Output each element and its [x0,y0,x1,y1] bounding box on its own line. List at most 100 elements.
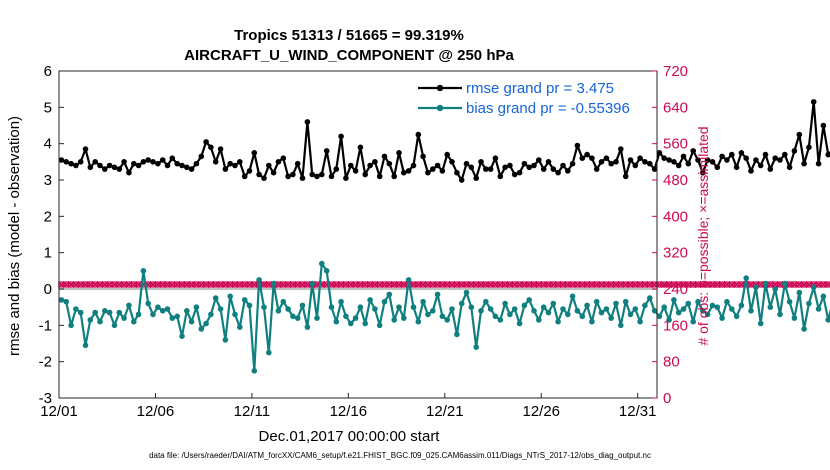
bias-point [290,313,296,320]
rmse-point [714,164,721,171]
rmse-point [478,159,484,165]
legend-rmse-label: rmse grand pr = 3.475 [466,80,614,97]
bias-point [526,297,532,303]
rmse-point [367,162,373,169]
rmse-point [376,173,383,180]
rmse-point [299,175,306,181]
bias-point [159,308,166,314]
rmse-point [753,157,759,163]
bias-point [675,309,682,316]
rmse-point [275,159,282,165]
rmse-point [164,162,171,169]
y2-tick-label: 80 [663,354,680,371]
rmse-point [198,153,205,160]
chart-title-line2: AIRCRAFT_U_WIND_COMPONENT @ 250 hPa [184,47,514,64]
bias-point [729,306,735,312]
bias-point [343,313,349,320]
bias-point [116,309,123,316]
bias-point [810,284,817,291]
bias-point [733,313,740,320]
rmse-point [637,155,643,161]
bias-point [622,298,629,305]
bias-point [815,306,822,312]
y-tick-label: -3 [39,390,52,407]
bias-point [135,311,142,318]
rmse-point [560,162,566,169]
rmse-point [700,169,706,176]
y2-tick-label: 720 [663,63,688,80]
bias-point [164,306,171,312]
rmse-point [87,164,94,171]
rmse-point [695,157,701,163]
bias-point [348,320,354,327]
rmse-point [622,173,629,180]
bias-point [762,280,769,287]
rmse-point [772,155,778,161]
bias-point [126,302,132,309]
bias-point [738,302,745,309]
bias-point [685,300,692,307]
rmse-point [251,150,258,156]
rmse-point [608,160,614,167]
bias-point [598,309,605,316]
bias-point [753,284,759,291]
bias-point [256,277,262,283]
obs-possible-circle [824,281,830,288]
bias-point [569,293,576,300]
rmse-point [555,169,561,176]
bias-point [579,313,586,320]
bias-point [444,317,451,323]
bias-point [632,306,639,312]
rmse-point [430,166,436,172]
bias-point [372,306,378,312]
rmse-point [796,131,803,138]
rmse-point [647,160,653,167]
bias-point [627,311,634,318]
rmse-point [179,162,185,169]
bias-point [656,313,663,320]
rmse-point [782,151,788,158]
bias-point [111,322,118,329]
rmse-point [589,155,595,161]
bias-point [511,306,518,312]
rmse-point [222,166,229,172]
rmse-point [502,164,508,171]
rmse-point [212,159,219,165]
bias-point [801,326,807,332]
rmse-point [738,150,745,156]
bias-point [357,304,364,311]
bias-point [188,318,195,325]
rmse-point [651,166,658,172]
bias-point [478,308,484,314]
bias-point [666,317,672,323]
rmse-point [603,155,610,161]
rmse-point [521,160,528,167]
rmse-point [77,159,84,165]
rmse-point [391,173,398,180]
rmse-point [323,148,330,154]
bias-point [227,293,233,300]
bias-point [671,297,677,303]
bias-point [266,349,272,356]
rmse-point [748,168,754,174]
rmse-point [294,160,301,167]
obs-count-marker [824,280,830,289]
bias-point [203,320,209,327]
rmse-point [348,162,354,169]
rmse-point [449,159,455,165]
x-tick-label: 12/01 [40,403,78,420]
rmse-point [208,144,214,151]
bias-point [777,311,783,318]
bias-point [82,342,89,349]
bias-point [661,304,667,311]
rmse-point [536,157,542,163]
rmse-point [439,168,446,174]
bias-point [121,315,127,321]
bias-point [299,302,306,309]
bias-point [589,318,595,325]
bias-point [193,304,200,311]
rmse-point [666,157,672,163]
rmse-point [791,148,798,154]
rmse-point [492,155,499,161]
